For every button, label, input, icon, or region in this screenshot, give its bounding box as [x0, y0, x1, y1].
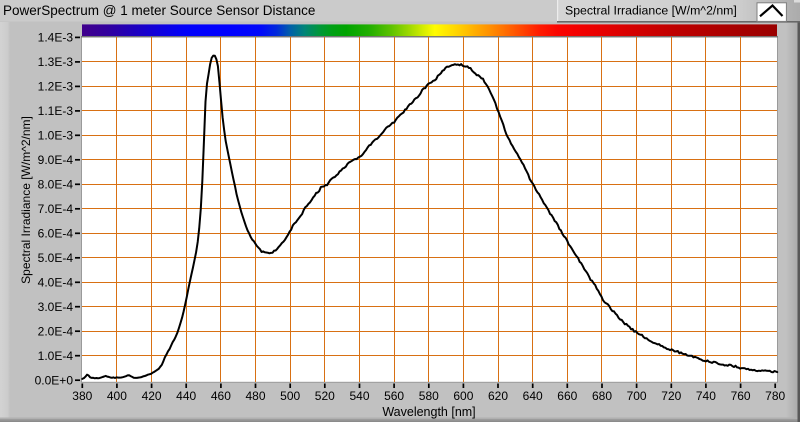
svg-text:1.0E-4: 1.0E-4 — [38, 349, 74, 363]
svg-text:6.0E-4: 6.0E-4 — [38, 227, 74, 241]
svg-text:740: 740 — [696, 389, 716, 403]
svg-text:640: 640 — [523, 389, 543, 403]
svg-text:Spectral Irradiance [W/m^2/nm]: Spectral Irradiance [W/m^2/nm] — [19, 116, 33, 284]
svg-text:540: 540 — [349, 389, 369, 403]
svg-text:700: 700 — [627, 389, 647, 403]
svg-text:620: 620 — [488, 389, 508, 403]
svg-text:760: 760 — [731, 389, 751, 403]
svg-text:1.0E-3: 1.0E-3 — [38, 129, 74, 143]
svg-text:580: 580 — [419, 389, 439, 403]
svg-text:9.0E-4: 9.0E-4 — [38, 153, 74, 167]
svg-text:660: 660 — [557, 389, 577, 403]
svg-text:5.0E-4: 5.0E-4 — [38, 251, 74, 265]
svg-text:560: 560 — [384, 389, 404, 403]
svg-text:780: 780 — [765, 389, 785, 403]
svg-text:1.2E-3: 1.2E-3 — [38, 80, 74, 94]
svg-text:720: 720 — [661, 389, 681, 403]
svg-text:PowerSpectrum @ 1 meter Source: PowerSpectrum @ 1 meter Source Sensor Di… — [3, 3, 315, 18]
svg-text:2.0E-4: 2.0E-4 — [38, 325, 74, 339]
svg-text:440: 440 — [176, 389, 196, 403]
svg-text:Wavelength [nm]: Wavelength [nm] — [382, 405, 475, 419]
svg-text:1.3E-3: 1.3E-3 — [38, 55, 74, 69]
svg-text:3.0E-4: 3.0E-4 — [38, 300, 74, 314]
svg-text:460: 460 — [211, 389, 231, 403]
svg-text:480: 480 — [245, 389, 265, 403]
svg-text:380: 380 — [72, 389, 92, 403]
svg-text:7.0E-4: 7.0E-4 — [38, 202, 74, 216]
svg-text:Spectral Irradiance [W/m^2/nm]: Spectral Irradiance [W/m^2/nm] — [565, 4, 737, 18]
svg-text:1.1E-3: 1.1E-3 — [38, 104, 74, 118]
svg-text:680: 680 — [592, 389, 612, 403]
svg-text:400: 400 — [107, 389, 127, 403]
svg-text:0.0E+0: 0.0E+0 — [35, 374, 74, 388]
svg-text:4.0E-4: 4.0E-4 — [38, 276, 74, 290]
svg-text:1.4E-3: 1.4E-3 — [38, 31, 74, 45]
svg-text:420: 420 — [142, 389, 162, 403]
svg-text:500: 500 — [280, 389, 300, 403]
svg-text:600: 600 — [453, 389, 473, 403]
svg-text:520: 520 — [315, 389, 335, 403]
svg-text:8.0E-4: 8.0E-4 — [38, 178, 74, 192]
